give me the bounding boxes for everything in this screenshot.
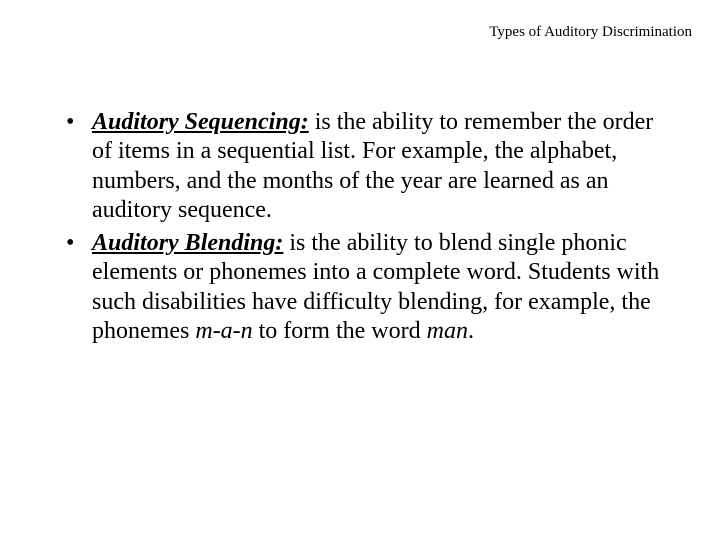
slide-content: Auditory Sequencing: is the ability to r… [60, 108, 660, 350]
bullet-list: Auditory Sequencing: is the ability to r… [60, 108, 660, 346]
slide-title: Types of Auditory Discrimination [489, 24, 692, 41]
italic-text: m-a-n [195, 318, 252, 344]
term-label: Auditory Sequencing: [92, 109, 309, 135]
term-label: Auditory Blending: [92, 230, 283, 256]
bullet-item: Auditory Blending: is the ability to ble… [60, 229, 660, 346]
slide: Types of Auditory Discrimination Auditor… [0, 0, 720, 540]
italic-text: man [427, 318, 468, 344]
bullet-text: . [468, 318, 474, 344]
bullet-text: to form the word [253, 318, 427, 344]
bullet-item: Auditory Sequencing: is the ability to r… [60, 108, 660, 225]
